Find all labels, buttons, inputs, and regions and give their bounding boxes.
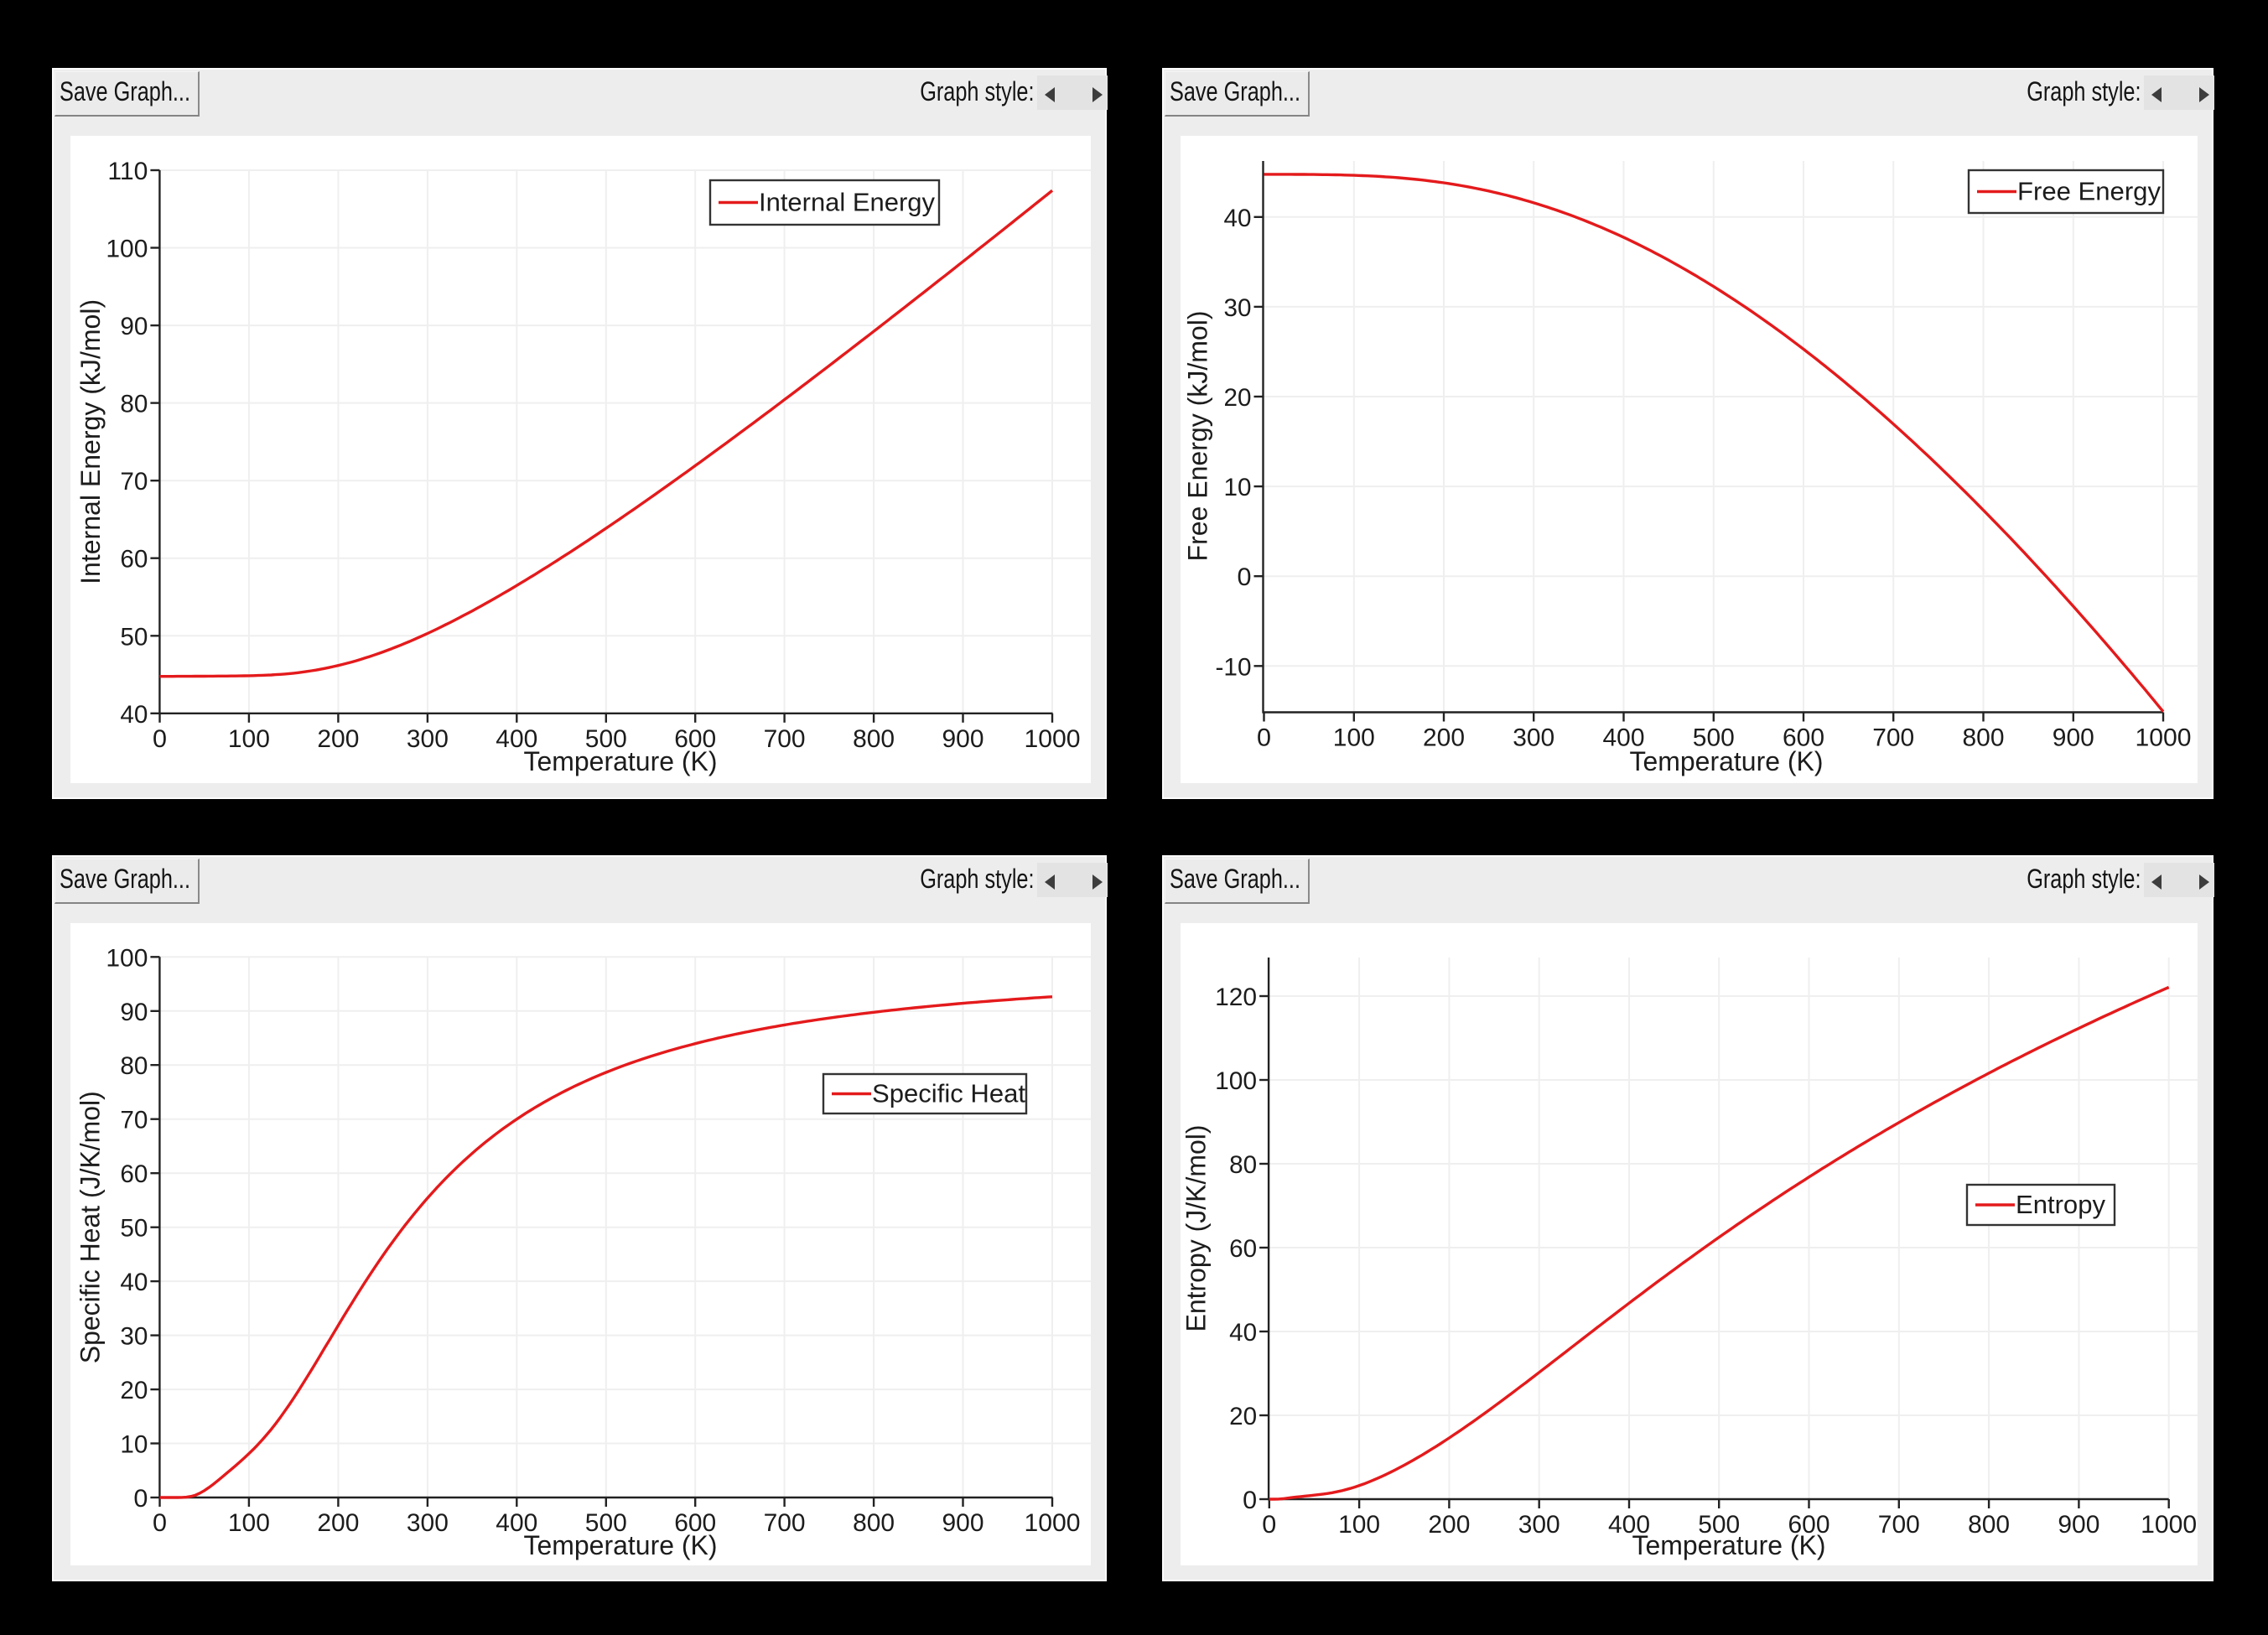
svg-text:200: 200 [317, 1509, 359, 1537]
svg-text:Internal Energy: Internal Energy [759, 188, 935, 217]
svg-text:Specific Heat (J/K/mol): Specific Heat (J/K/mol) [75, 1091, 106, 1363]
svg-text:0: 0 [1238, 563, 1252, 591]
svg-text:300: 300 [407, 1509, 449, 1537]
svg-text:1000: 1000 [2141, 1511, 2197, 1539]
svg-text:50: 50 [120, 623, 148, 651]
svg-text:-10: -10 [1216, 653, 1252, 681]
svg-text:90: 90 [120, 999, 148, 1026]
svg-text:80: 80 [1229, 1151, 1257, 1179]
svg-text:50: 50 [120, 1215, 148, 1243]
svg-text:0: 0 [153, 1509, 167, 1537]
svg-text:300: 300 [1518, 1511, 1560, 1539]
svg-text:100: 100 [1333, 724, 1375, 752]
svg-text:Temperature (K): Temperature (K) [1630, 746, 1824, 776]
svg-text:10: 10 [1224, 474, 1252, 501]
svg-text:100: 100 [1215, 1067, 1257, 1095]
svg-text:100: 100 [106, 944, 148, 972]
svg-text:900: 900 [2053, 724, 2094, 752]
svg-text:500: 500 [585, 1509, 627, 1537]
svg-text:30: 30 [120, 1323, 148, 1351]
svg-text:900: 900 [942, 725, 984, 753]
svg-text:120: 120 [1215, 984, 1257, 1011]
svg-text:Entropy: Entropy [2016, 1190, 2105, 1219]
svg-text:20: 20 [1224, 384, 1252, 412]
svg-text:800: 800 [1968, 1511, 2010, 1539]
svg-text:500: 500 [1693, 724, 1735, 752]
svg-text:800: 800 [853, 725, 895, 753]
svg-text:400: 400 [496, 725, 537, 753]
svg-text:40: 40 [120, 1269, 148, 1296]
svg-text:Temperature (K): Temperature (K) [524, 746, 718, 776]
svg-text:Specific Heat: Specific Heat [872, 1079, 1025, 1108]
svg-text:10: 10 [120, 1431, 148, 1459]
svg-text:600: 600 [1783, 724, 1824, 752]
svg-text:30: 30 [1224, 294, 1252, 322]
svg-text:600: 600 [674, 725, 716, 753]
svg-text:20: 20 [120, 1377, 148, 1404]
svg-text:500: 500 [585, 725, 627, 753]
svg-text:0: 0 [153, 725, 167, 753]
svg-text:100: 100 [1338, 1511, 1380, 1539]
svg-text:900: 900 [942, 1509, 984, 1537]
svg-text:400: 400 [1608, 1511, 1650, 1539]
svg-text:80: 80 [120, 391, 148, 418]
svg-text:0: 0 [1262, 1511, 1276, 1539]
svg-text:Temperature (K): Temperature (K) [524, 1530, 718, 1560]
svg-text:90: 90 [120, 313, 148, 340]
svg-text:Entropy (J/K/mol): Entropy (J/K/mol) [1181, 1125, 1212, 1332]
svg-text:60: 60 [1229, 1235, 1257, 1263]
svg-text:700: 700 [1878, 1511, 1920, 1539]
svg-text:300: 300 [407, 725, 449, 753]
svg-text:0: 0 [133, 1485, 148, 1513]
svg-text:60: 60 [120, 546, 148, 574]
svg-text:100: 100 [228, 725, 270, 753]
svg-text:70: 70 [120, 1107, 148, 1134]
svg-text:800: 800 [853, 1509, 895, 1537]
svg-text:600: 600 [1788, 1511, 1830, 1539]
svg-text:500: 500 [1698, 1511, 1740, 1539]
svg-text:1000: 1000 [1025, 725, 1081, 753]
svg-text:200: 200 [1428, 1511, 1470, 1539]
svg-text:100: 100 [228, 1509, 270, 1537]
svg-text:110: 110 [107, 158, 148, 185]
svg-text:1000: 1000 [2136, 724, 2192, 752]
svg-text:Free Energy: Free Energy [2017, 177, 2161, 206]
svg-text:600: 600 [674, 1509, 716, 1537]
svg-text:400: 400 [496, 1509, 537, 1537]
svg-text:700: 700 [764, 725, 806, 753]
svg-text:80: 80 [120, 1052, 148, 1080]
svg-text:70: 70 [120, 468, 148, 496]
svg-text:40: 40 [1224, 205, 1252, 232]
svg-text:20: 20 [1229, 1403, 1257, 1430]
svg-text:Internal Energy (kJ/mol): Internal Energy (kJ/mol) [75, 299, 106, 584]
svg-text:Free Energy (kJ/mol): Free Energy (kJ/mol) [1183, 311, 1213, 562]
svg-text:40: 40 [120, 701, 148, 729]
svg-text:800: 800 [1963, 724, 2005, 752]
svg-text:Temperature (K): Temperature (K) [1632, 1530, 1826, 1560]
svg-text:100: 100 [106, 236, 148, 263]
svg-text:0: 0 [1257, 724, 1271, 752]
svg-text:700: 700 [764, 1509, 806, 1537]
svg-text:900: 900 [2058, 1511, 2099, 1539]
svg-text:300: 300 [1513, 724, 1554, 752]
svg-text:200: 200 [317, 725, 359, 753]
svg-text:400: 400 [1603, 724, 1645, 752]
svg-text:60: 60 [120, 1160, 148, 1188]
svg-text:200: 200 [1423, 724, 1465, 752]
svg-text:700: 700 [1872, 724, 1914, 752]
svg-text:40: 40 [1229, 1319, 1257, 1347]
svg-text:0: 0 [1243, 1487, 1257, 1514]
svg-text:1000: 1000 [1025, 1509, 1081, 1537]
